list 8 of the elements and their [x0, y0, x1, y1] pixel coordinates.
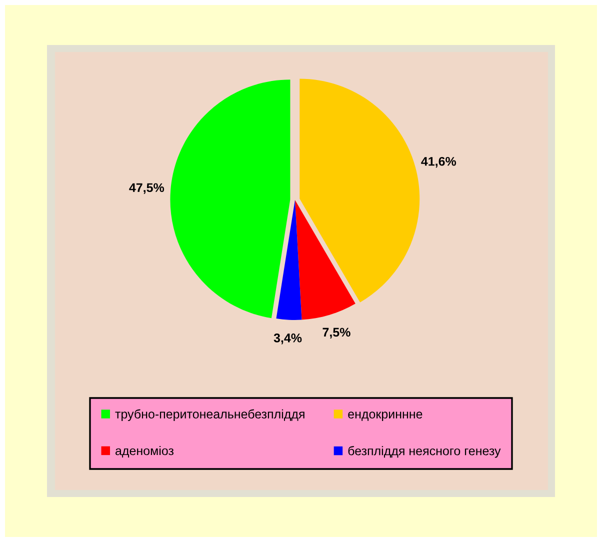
legend-label: ендокриннне	[348, 412, 422, 421]
legend-label: безпліддя неясного генезу	[348, 446, 501, 458]
data-label: 47,5%	[129, 183, 164, 194]
legend-label: трубно-перитонеальнебезпліддя	[115, 409, 304, 421]
data-label: 3,4%	[274, 334, 302, 344]
legend-label: аденоміоз	[116, 446, 174, 458]
data-label: 41,6%	[421, 156, 456, 168]
data-label: 7,5%	[322, 328, 350, 338]
